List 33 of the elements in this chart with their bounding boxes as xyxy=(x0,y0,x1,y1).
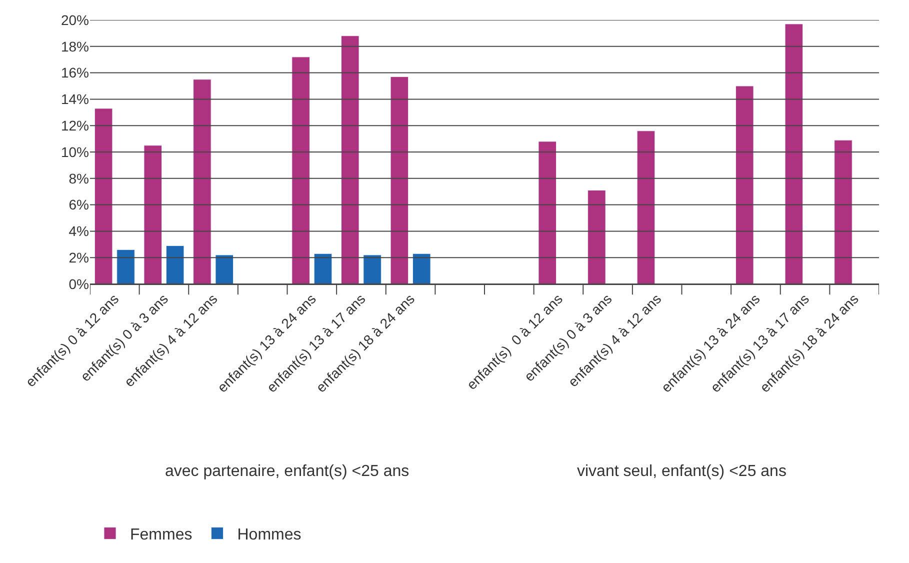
bar xyxy=(341,36,360,284)
bar xyxy=(636,130,656,284)
y-tick-label: 10% xyxy=(60,144,89,160)
y-tick-label: 14% xyxy=(60,91,89,108)
y-tick-label: 8% xyxy=(68,170,89,186)
y-tick-label: 18% xyxy=(60,38,89,54)
text: avec partenaire, enfant(s) <25 ans xyxy=(165,463,410,480)
bar xyxy=(292,56,310,284)
y-tick-label: 20% xyxy=(60,12,89,28)
bar xyxy=(390,76,409,284)
bar xyxy=(588,190,606,284)
y-tick-label: 4% xyxy=(68,223,89,240)
y-tick-label: 12% xyxy=(60,118,89,134)
bar xyxy=(834,140,852,284)
y-tick-label: 6% xyxy=(68,196,89,213)
legend-label: Femmes xyxy=(130,526,192,544)
bar xyxy=(363,254,382,284)
legend-label: Hommes xyxy=(237,526,302,544)
bar xyxy=(538,141,556,284)
text: vivant seul, enfant(s) <25 ans xyxy=(577,463,786,480)
bar xyxy=(94,108,113,284)
y-tick-label: 16% xyxy=(60,64,89,81)
bar xyxy=(412,253,431,284)
bar xyxy=(314,253,332,284)
y-tick-label: 0% xyxy=(68,276,89,292)
bar xyxy=(166,245,184,284)
bar xyxy=(736,86,754,284)
bar xyxy=(193,79,212,284)
bar xyxy=(116,249,135,284)
bar xyxy=(215,254,234,284)
y-tick-label: 2% xyxy=(68,250,89,266)
bar xyxy=(784,24,804,284)
bar xyxy=(144,145,162,284)
